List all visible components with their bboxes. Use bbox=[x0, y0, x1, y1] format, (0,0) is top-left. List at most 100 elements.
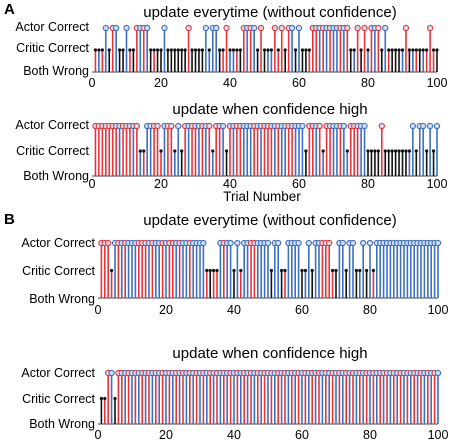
plot-a2-marker bbox=[299, 122, 306, 130]
plot-a1-marker bbox=[144, 24, 151, 32]
plot-b1-xtick: 40 bbox=[227, 303, 241, 317]
plot-a1-xtick: 40 bbox=[223, 76, 237, 90]
plot-a2-marker bbox=[433, 122, 441, 130]
plot-b1-xtick: 100 bbox=[428, 303, 449, 317]
plot-a2-marker bbox=[175, 122, 182, 130]
plot-b1-marker bbox=[344, 268, 348, 273]
plot-a1-marker bbox=[307, 48, 311, 52]
plot-a1-marker bbox=[269, 48, 273, 52]
plot-a1-marker bbox=[300, 48, 305, 52]
plot-a1-xtick: 80 bbox=[361, 76, 375, 90]
plot-a2-xtick: 0 bbox=[89, 177, 96, 191]
plot-a1-marker bbox=[262, 48, 267, 52]
plot-a2-marker bbox=[366, 149, 370, 153]
plot-a1-marker bbox=[166, 48, 170, 52]
plot-a2-marker bbox=[224, 149, 229, 153]
plot-a1-marker bbox=[193, 48, 198, 52]
plot-a2-title: update when confidence high bbox=[172, 101, 367, 118]
plot-b1-marker bbox=[208, 268, 212, 273]
plot-a2-marker bbox=[425, 149, 429, 153]
plot-a1-marker bbox=[173, 48, 177, 52]
plot-a2-marker bbox=[400, 149, 405, 153]
plot-a1-marker bbox=[131, 48, 135, 52]
plot-a1-marker bbox=[390, 48, 394, 52]
plot-a2-marker bbox=[159, 149, 163, 153]
plot-b1-marker bbox=[334, 268, 338, 273]
plot-b1-ylabel-critic: Critic Correct bbox=[22, 264, 95, 278]
plot-a1-marker bbox=[107, 48, 111, 52]
plot-a2-marker bbox=[361, 122, 368, 130]
plot-a2-marker bbox=[431, 149, 436, 153]
plot-a2-marker bbox=[414, 149, 418, 153]
plot-a1-marker bbox=[118, 48, 122, 52]
plot-a1-marker bbox=[213, 24, 220, 32]
plot-a1-marker bbox=[382, 24, 389, 32]
plot-a1-marker bbox=[207, 48, 211, 52]
plot-a2-marker bbox=[211, 149, 215, 153]
plot-a1-xtick: 100 bbox=[427, 76, 448, 90]
plot-b2-xtick: 80 bbox=[363, 428, 377, 442]
plot-a2-marker bbox=[316, 122, 323, 130]
plot-b2-xtick: 40 bbox=[227, 428, 241, 442]
plot-b1-marker bbox=[110, 268, 114, 273]
plot-a1-marker bbox=[183, 48, 187, 52]
plot-a1-marker bbox=[121, 48, 125, 52]
plot-a1-marker bbox=[288, 24, 296, 32]
plot-a1-marker bbox=[266, 48, 270, 52]
plot-a1-marker bbox=[169, 48, 173, 52]
plot-b1-marker bbox=[365, 268, 369, 273]
plot-a1-marker bbox=[221, 48, 225, 52]
plot-b2-ylabel-critic: Critic Correct bbox=[22, 392, 95, 406]
plot-a2-marker bbox=[426, 122, 434, 130]
plot-a2-marker bbox=[168, 122, 175, 130]
plot-a1-marker bbox=[152, 48, 156, 52]
plot-a2-marker bbox=[133, 122, 140, 130]
plot-a1-marker bbox=[295, 24, 303, 32]
plot-a1-marker bbox=[238, 48, 242, 52]
plot-b1-marker bbox=[200, 239, 207, 247]
plot-a1-marker bbox=[435, 48, 439, 52]
plot-a1-marker bbox=[421, 48, 425, 52]
plot-a2-xtick: 40 bbox=[223, 177, 237, 191]
plot-a2-marker bbox=[409, 122, 416, 130]
plot-a2-stems bbox=[92, 122, 441, 177]
plot-b1-marker bbox=[339, 239, 346, 247]
plot-a1-marker bbox=[180, 48, 184, 52]
plot-a1-marker bbox=[426, 24, 434, 32]
plot-b1-marker bbox=[264, 239, 272, 247]
plot-a1-marker bbox=[128, 48, 132, 52]
plot-b1-xtick: 20 bbox=[159, 303, 173, 317]
plot-a2-marker bbox=[180, 149, 184, 153]
panel-label-b: B bbox=[4, 211, 15, 228]
plot-b2-xtick: 20 bbox=[159, 428, 173, 442]
plot-a1-marker bbox=[283, 48, 287, 52]
plot-a1-stems bbox=[92, 24, 439, 73]
plot-b1-marker bbox=[205, 268, 209, 273]
plot-b2: update when confidence high Actor Correc… bbox=[21, 345, 448, 442]
plot-b1-marker bbox=[215, 268, 219, 273]
plot-a1-marker bbox=[359, 48, 363, 52]
plot-b1-marker bbox=[269, 268, 273, 273]
plot-a1: update everytime (without confidence) Ac… bbox=[15, 4, 447, 90]
plot-a1-marker bbox=[102, 24, 109, 32]
plot-a1-marker bbox=[387, 48, 391, 52]
plot-a1-marker bbox=[425, 48, 429, 52]
plot-b1-marker bbox=[239, 268, 243, 273]
plot-a2-marker bbox=[345, 149, 349, 153]
plot-b1-marker bbox=[234, 239, 241, 247]
plot-a1-marker bbox=[218, 48, 222, 52]
plot-b1-marker bbox=[366, 239, 374, 247]
plot-a1-marker bbox=[418, 48, 422, 52]
plot-a1-marker bbox=[304, 48, 308, 52]
plot-b1-marker bbox=[434, 239, 442, 247]
plot-b2-marker bbox=[113, 396, 117, 401]
panel-label-a: A bbox=[4, 1, 15, 18]
plot-b2-ylabel-both: Both Wrong bbox=[29, 417, 95, 431]
plot-a2: update when confidence high Actor Correc… bbox=[15, 101, 447, 204]
plot-b2-marker bbox=[99, 396, 103, 401]
plot-a2-marker bbox=[369, 149, 374, 153]
plot-a1-marker bbox=[257, 24, 265, 32]
plot-b1-marker bbox=[275, 239, 282, 247]
plot-a1-marker bbox=[361, 24, 368, 32]
